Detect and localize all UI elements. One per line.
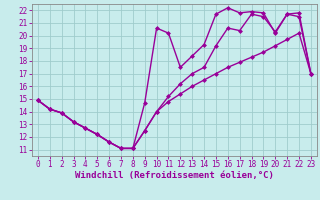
X-axis label: Windchill (Refroidissement éolien,°C): Windchill (Refroidissement éolien,°C) — [75, 171, 274, 180]
